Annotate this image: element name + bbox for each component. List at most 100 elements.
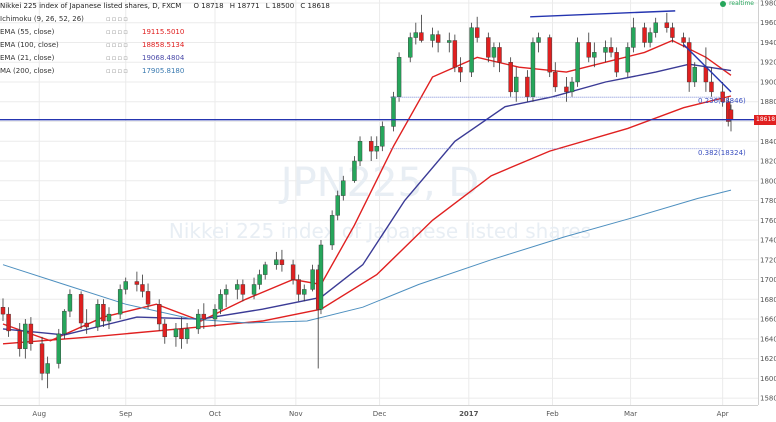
candle-body <box>302 289 307 295</box>
candle-body <box>335 195 340 216</box>
chart-grid <box>0 0 758 405</box>
candle-body <box>290 264 296 280</box>
candle-body <box>318 244 324 310</box>
price-tick-label: 16400 <box>760 335 776 343</box>
indicator-controls-icon[interactable]: ▫▫▫▫ <box>106 67 129 75</box>
candle-body <box>728 109 734 120</box>
legend-row-ma200[interactable]: MA (200, close) ▫▫▫▫ 17905.8180 <box>0 65 330 78</box>
price-tick-label: 18400 <box>760 138 776 146</box>
candle-body <box>391 96 396 127</box>
candle-body <box>196 313 201 330</box>
price-tick-label: 15800 <box>760 395 776 403</box>
candle-body <box>296 279 301 295</box>
candle-body <box>341 180 346 196</box>
close-value: C 18618 <box>300 2 330 10</box>
indicator-value: 19115.5010 <box>142 28 185 36</box>
price-axis-background <box>758 0 776 422</box>
time-tick-label: Oct <box>209 410 221 418</box>
fib-label-0382: 0.382(18324) <box>698 149 746 157</box>
indicator-name: Ichimoku (9, 26, 52, 26) <box>0 15 84 23</box>
candle-body <box>201 313 207 320</box>
candle-body <box>95 304 101 328</box>
candle-body <box>28 323 34 344</box>
fib-label-0236: 0.236(18846) <box>698 97 746 105</box>
indicator-name: EMA (21, close) <box>0 54 55 62</box>
candle-body <box>631 27 636 48</box>
candle-body <box>235 284 240 290</box>
candle-body <box>447 40 452 43</box>
candle-body <box>514 76 519 93</box>
candle-body <box>525 76 530 98</box>
price-tick-label: 17600 <box>760 217 776 225</box>
candle-body <box>408 37 413 58</box>
candle-body <box>184 328 190 340</box>
candle-body <box>575 42 580 83</box>
candle-body <box>653 22 658 33</box>
watermark-symbol: JPN225, D <box>278 160 479 206</box>
legend-row-ema55[interactable]: EMA (55, close) ▫▫▫▫ 19115.5010 <box>0 26 330 39</box>
candle-body <box>117 289 123 315</box>
candle-body <box>45 363 50 374</box>
candle-body <box>692 66 697 83</box>
price-tick-label: 19200 <box>760 59 776 67</box>
candle-body <box>664 22 670 28</box>
candle-body <box>6 313 11 332</box>
candle-body <box>240 284 246 295</box>
candle-body <box>179 328 184 340</box>
legend-row-ema21[interactable]: EMA (21, close) ▫▫▫▫ 19068.4804 <box>0 52 330 65</box>
ma-series-line <box>2 189 732 324</box>
candle-body <box>670 27 675 38</box>
price-tick-label: 19000 <box>760 78 776 86</box>
trendline <box>683 43 732 93</box>
candle-body <box>274 259 279 265</box>
price-tick-label: 19400 <box>760 39 776 47</box>
candle-body <box>469 27 474 73</box>
legend-row-ema100[interactable]: EMA (100, close) ▫▫▫▫ 18858.5134 <box>0 39 330 52</box>
candle-body <box>262 264 268 275</box>
indicator-controls-icon[interactable]: ▫▫▫▫ <box>106 54 129 62</box>
candle-body <box>374 145 379 152</box>
candle-body <box>62 310 67 335</box>
legend-row-ichimoku[interactable]: Ichimoku (9, 26, 52, 26) ▫▫▫▫ <box>0 13 330 26</box>
legend-title-row: Nikkei 225 index of Japanese listed shar… <box>0 0 330 13</box>
candle-body <box>686 42 692 83</box>
candle-body <box>310 269 315 290</box>
candle-body <box>257 274 262 285</box>
candle-body <box>452 40 458 68</box>
candle-body <box>357 141 363 162</box>
time-axis[interactable]: Aug Sep Oct Nov Dec 2017 Feb Mar Apr <box>0 405 758 419</box>
candle-body <box>140 284 145 292</box>
price-tick-label: 17200 <box>760 256 776 264</box>
price-axis[interactable]: 15800 16000 16200 16400 16600 16800 17000 17200… <box>758 0 776 422</box>
candle-body <box>156 304 162 325</box>
candle-body <box>352 160 357 181</box>
candle-body <box>614 52 619 73</box>
indicator-value: 19068.4804 <box>142 54 185 62</box>
candle-body <box>251 284 257 295</box>
candle-body <box>67 294 73 312</box>
indicator-controls-icon[interactable]: ▫▫▫▫ <box>106 41 129 49</box>
candle-body <box>430 34 435 41</box>
time-tick-label: Aug <box>32 410 46 418</box>
trendline <box>530 10 676 18</box>
candle-body <box>608 47 614 53</box>
candle-body <box>530 42 536 98</box>
candle-body <box>474 27 480 38</box>
candle-body <box>17 330 22 349</box>
candle-body <box>497 47 502 63</box>
price-tick-label: 16200 <box>760 355 776 363</box>
symbol-title[interactable]: Nikkei 225 index of Japanese listed shar… <box>0 2 182 10</box>
high-value: H 18771 <box>229 2 260 10</box>
price-tick-label: 16000 <box>760 375 776 383</box>
candle-body <box>223 289 229 295</box>
candle-body <box>547 37 552 73</box>
price-tick-label: 17000 <box>760 276 776 284</box>
indicator-controls-icon[interactable]: ▫▫▫▫ <box>106 15 129 23</box>
candle-body <box>145 291 151 305</box>
indicator-controls-icon[interactable]: ▫▫▫▫ <box>106 28 129 36</box>
candle-body <box>162 323 167 338</box>
candle-body <box>564 86 569 93</box>
realtime-dot-icon <box>720 0 727 7</box>
price-tick-label: 18200 <box>760 158 776 166</box>
